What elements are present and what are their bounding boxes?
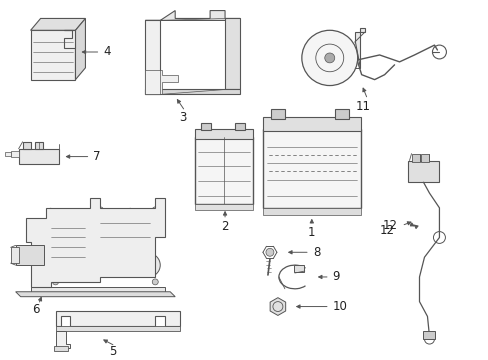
Circle shape: [324, 53, 334, 63]
Text: 2: 2: [221, 220, 228, 233]
Text: 10: 10: [332, 300, 347, 313]
Circle shape: [152, 207, 158, 213]
Bar: [11, 247, 19, 263]
Text: 9: 9: [332, 270, 340, 283]
Circle shape: [265, 248, 273, 256]
Bar: [16, 246, 43, 265]
Bar: [423, 331, 435, 339]
Bar: [334, 109, 348, 119]
Polygon shape: [56, 311, 180, 326]
Bar: [411, 154, 419, 162]
Polygon shape: [53, 346, 67, 351]
Polygon shape: [145, 21, 160, 94]
Polygon shape: [16, 292, 175, 297]
Text: 4: 4: [103, 45, 111, 58]
Polygon shape: [63, 30, 75, 48]
Circle shape: [52, 279, 59, 285]
Bar: [263, 208, 360, 215]
Polygon shape: [31, 30, 75, 80]
Text: 7: 7: [93, 150, 101, 163]
Bar: [421, 154, 428, 162]
Ellipse shape: [61, 215, 90, 264]
Polygon shape: [269, 298, 285, 315]
Text: 11: 11: [355, 100, 370, 113]
Bar: [407, 161, 439, 182]
Bar: [5, 152, 11, 156]
Circle shape: [301, 30, 357, 86]
Bar: [235, 123, 244, 130]
Polygon shape: [56, 331, 70, 348]
Text: 12: 12: [382, 219, 397, 232]
Bar: [195, 204, 252, 210]
Bar: [263, 129, 360, 208]
Text: 6: 6: [33, 303, 40, 316]
Polygon shape: [354, 28, 364, 68]
Bar: [195, 129, 252, 139]
Bar: [11, 151, 19, 157]
Circle shape: [52, 215, 59, 221]
Bar: [35, 142, 42, 149]
Text: 8: 8: [312, 246, 320, 259]
Polygon shape: [25, 198, 165, 287]
Text: 5: 5: [108, 346, 116, 359]
Polygon shape: [31, 18, 85, 30]
Bar: [263, 117, 360, 131]
Bar: [19, 149, 59, 165]
Bar: [293, 265, 303, 272]
Polygon shape: [75, 18, 85, 80]
Text: 1: 1: [307, 226, 315, 239]
Circle shape: [97, 207, 103, 213]
Bar: [195, 137, 252, 204]
Polygon shape: [145, 70, 178, 94]
Text: 3: 3: [179, 111, 186, 123]
Text: 12: 12: [379, 224, 394, 237]
Polygon shape: [224, 18, 240, 90]
Polygon shape: [56, 326, 180, 331]
Circle shape: [136, 253, 160, 277]
Polygon shape: [145, 90, 240, 94]
Bar: [22, 142, 31, 149]
Polygon shape: [145, 10, 240, 21]
Bar: [270, 109, 285, 119]
Polygon shape: [31, 287, 165, 292]
Circle shape: [152, 279, 158, 285]
Circle shape: [112, 228, 148, 263]
Bar: [201, 123, 211, 130]
